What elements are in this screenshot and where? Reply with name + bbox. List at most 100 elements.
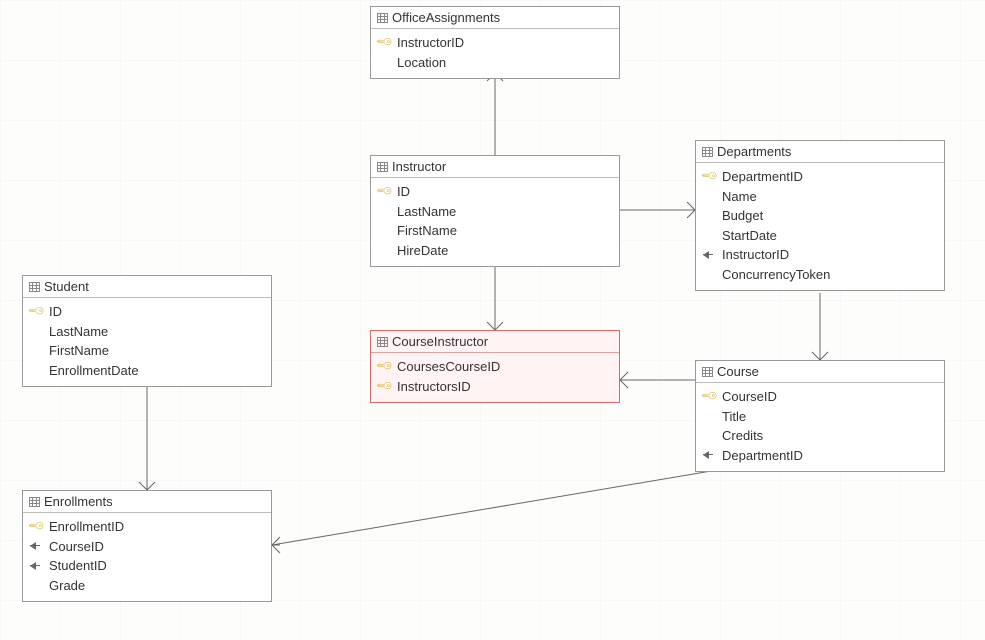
field-row: FirstName — [377, 221, 613, 241]
entity-body: 🔑︎CoursesCourseID 🔑︎InstructorsID — [371, 353, 619, 402]
field-label: ID — [397, 183, 410, 201]
field-row: StartDate — [702, 226, 938, 246]
key-icon: 🔑︎ — [374, 376, 394, 396]
field-row: 🔑︎EnrollmentID — [29, 517, 265, 537]
field-label: FirstName — [397, 222, 457, 240]
table-icon — [377, 13, 388, 23]
field-label: InstructorsID — [397, 378, 471, 396]
field-label: CourseID — [722, 388, 777, 406]
entity-header: Student — [23, 276, 271, 298]
field-row: EnrollmentDate — [29, 361, 265, 381]
field-row: Title — [702, 407, 938, 427]
field-row: InstructorID — [702, 245, 938, 265]
entity-body: 🔑︎ID LastName FirstName HireDate — [371, 178, 619, 266]
field-label: CourseID — [49, 538, 104, 556]
field-row: 🔑︎DepartmentID — [702, 167, 938, 187]
fk-icon — [703, 250, 715, 260]
field-label: Title — [722, 408, 746, 426]
field-row: FirstName — [29, 341, 265, 361]
field-row: 🔑︎CoursesCourseID — [377, 357, 613, 377]
field-label: StartDate — [722, 227, 777, 245]
field-label: Name — [722, 188, 757, 206]
field-row: LastName — [377, 202, 613, 222]
field-label: InstructorID — [397, 34, 464, 52]
field-label: CoursesCourseID — [397, 358, 500, 376]
entity-body: 🔑︎DepartmentID Name Budget StartDate Ins… — [696, 163, 944, 290]
field-label: StudentID — [49, 557, 107, 575]
field-row: DepartmentID — [702, 446, 938, 466]
field-label: Budget — [722, 207, 763, 225]
field-label: ID — [49, 303, 62, 321]
field-label: FirstName — [49, 342, 109, 360]
field-row: Name — [702, 187, 938, 207]
key-icon: 🔑︎ — [699, 167, 719, 187]
table-icon — [377, 337, 388, 347]
field-row: Credits — [702, 426, 938, 446]
field-row: Location — [377, 53, 613, 73]
entity-title: CourseInstructor — [392, 334, 488, 349]
entity-title: Course — [717, 364, 759, 379]
field-row: 🔑︎CourseID — [702, 387, 938, 407]
field-row: StudentID — [29, 556, 265, 576]
fk-icon — [30, 541, 42, 551]
entity-title: OfficeAssignments — [392, 10, 500, 25]
field-label: DepartmentID — [722, 168, 803, 186]
field-label: Location — [397, 54, 446, 72]
key-icon: 🔑︎ — [374, 357, 394, 377]
entity-body: 🔑︎CourseID Title Credits DepartmentID — [696, 383, 944, 471]
field-label: DepartmentID — [722, 447, 803, 465]
key-icon: 🔑︎ — [26, 302, 46, 322]
entity-instructor[interactable]: Instructor 🔑︎ID LastName FirstName HireD… — [370, 155, 620, 267]
entity-student[interactable]: Student 🔑︎ID LastName FirstName Enrollme… — [22, 275, 272, 387]
entity-title: Instructor — [392, 159, 446, 174]
entity-enrollments[interactable]: Enrollments 🔑︎EnrollmentID CourseID Stud… — [22, 490, 272, 602]
field-label: LastName — [49, 323, 108, 341]
entity-course-instructor[interactable]: CourseInstructor 🔑︎CoursesCourseID 🔑︎Ins… — [370, 330, 620, 403]
field-row: CourseID — [29, 537, 265, 557]
entity-departments[interactable]: Departments 🔑︎DepartmentID Name Budget S… — [695, 140, 945, 291]
field-row: ConcurrencyToken — [702, 265, 938, 285]
fk-icon — [30, 561, 42, 571]
field-row: HireDate — [377, 241, 613, 261]
field-row: Budget — [702, 206, 938, 226]
er-diagram-canvas: OfficeAssignments 🔑︎InstructorID Locatio… — [0, 0, 985, 640]
entity-header: Course — [696, 361, 944, 383]
entity-body: 🔑︎EnrollmentID CourseID StudentID Grade — [23, 513, 271, 601]
field-row: LastName — [29, 322, 265, 342]
key-icon: 🔑︎ — [374, 33, 394, 53]
table-icon — [702, 367, 713, 377]
field-label: LastName — [397, 203, 456, 221]
table-icon — [29, 497, 40, 507]
table-icon — [29, 282, 40, 292]
key-icon: 🔑︎ — [26, 517, 46, 537]
table-icon — [702, 147, 713, 157]
entity-course[interactable]: Course 🔑︎CourseID Title Credits Departme… — [695, 360, 945, 472]
table-icon — [377, 162, 388, 172]
entity-title: Enrollments — [44, 494, 113, 509]
field-row: Grade — [29, 576, 265, 596]
entity-title: Student — [44, 279, 89, 294]
entity-header: Instructor — [371, 156, 619, 178]
entity-office-assignments[interactable]: OfficeAssignments 🔑︎InstructorID Locatio… — [370, 6, 620, 79]
key-icon: 🔑︎ — [699, 387, 719, 407]
field-label: EnrollmentID — [49, 518, 124, 536]
entity-title: Departments — [717, 144, 791, 159]
field-label: Credits — [722, 427, 763, 445]
entity-header: Departments — [696, 141, 944, 163]
fk-icon — [703, 450, 715, 460]
field-row: 🔑︎InstructorsID — [377, 377, 613, 397]
entity-body: 🔑︎ID LastName FirstName EnrollmentDate — [23, 298, 271, 386]
field-label: Grade — [49, 577, 85, 595]
entity-header: CourseInstructor — [371, 331, 619, 353]
field-row: 🔑︎InstructorID — [377, 33, 613, 53]
entity-header: OfficeAssignments — [371, 7, 619, 29]
field-label: HireDate — [397, 242, 448, 260]
field-label: EnrollmentDate — [49, 362, 139, 380]
key-icon: 🔑︎ — [374, 182, 394, 202]
entity-header: Enrollments — [23, 491, 271, 513]
field-label: ConcurrencyToken — [722, 266, 830, 284]
field-row: 🔑︎ID — [377, 182, 613, 202]
field-label: InstructorID — [722, 246, 789, 264]
field-row: 🔑︎ID — [29, 302, 265, 322]
entity-body: 🔑︎InstructorID Location — [371, 29, 619, 78]
